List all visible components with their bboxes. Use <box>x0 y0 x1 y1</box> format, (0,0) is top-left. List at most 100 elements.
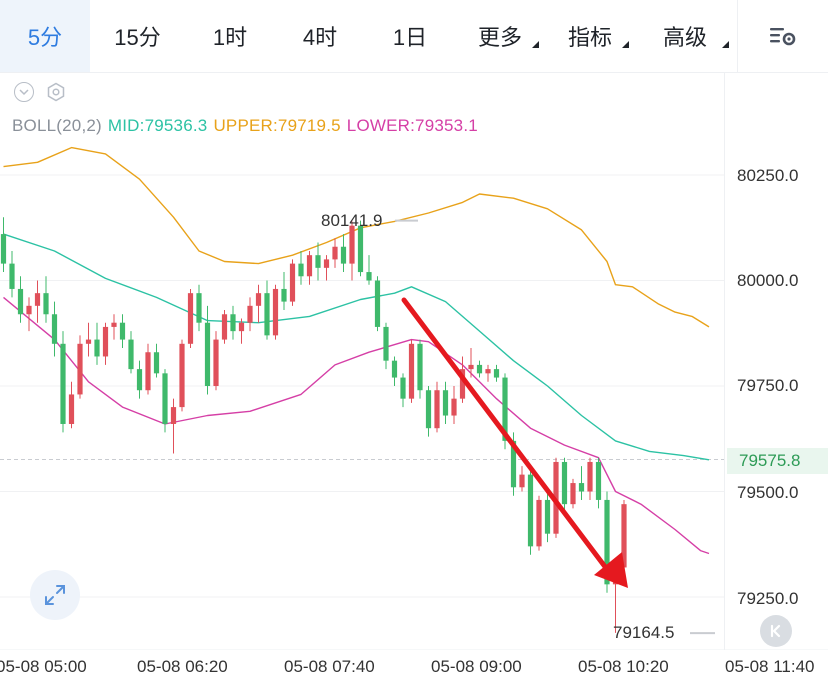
tab-timeframe[interactable]: 1时 <box>185 0 275 72</box>
tab-label: 更多 <box>477 25 522 50</box>
candle-body <box>391 360 398 378</box>
tab-label: 高级 <box>662 25 707 50</box>
time-label: 05-08 05:00 <box>0 657 87 676</box>
time-label: 05-08 11:40 <box>725 657 815 676</box>
candle-body <box>434 390 440 429</box>
candle-body <box>425 390 432 429</box>
tab-timeframe[interactable]: 指标 <box>545 0 635 72</box>
candle-body <box>51 314 58 344</box>
candle-body <box>587 461 593 492</box>
candle-body <box>34 293 41 306</box>
candle-body <box>238 322 245 332</box>
candle-body <box>306 255 313 277</box>
candle-body <box>323 259 330 268</box>
trend-arrow-head <box>594 552 628 588</box>
tab-label: 1日 <box>392 25 428 50</box>
candle-body <box>179 343 185 408</box>
price-label: 79750.0 <box>737 376 799 395</box>
boll-mid-value: MID:79536.3 <box>107 116 208 135</box>
candle-body <box>578 483 585 492</box>
time-label: 05-08 07:40 <box>284 657 375 676</box>
candle-body <box>255 293 262 306</box>
current-price-tag: 79575.8 <box>727 448 828 474</box>
candle-body <box>145 352 151 391</box>
fullscreen-button[interactable] <box>30 570 80 620</box>
tab-timeframe[interactable]: 更多 <box>455 0 545 72</box>
tab-timeframe[interactable]: 4时 <box>275 0 365 72</box>
candle-body <box>493 369 500 378</box>
dropdown-caret-icon <box>622 41 629 48</box>
scroll-to-latest-button[interactable] <box>760 615 792 647</box>
candle-body <box>400 377 406 399</box>
price-label: 79500.0 <box>737 483 799 502</box>
candle-body <box>162 373 168 424</box>
candle-body <box>264 293 270 336</box>
tab-label: 4时 <box>302 25 338 50</box>
candle-body <box>570 483 576 505</box>
chart-settings-button[interactable] <box>737 0 828 72</box>
candle-body <box>272 288 279 336</box>
tab-timeframe[interactable]: 15分 <box>90 0 185 72</box>
candle-body <box>502 377 508 441</box>
candle-body <box>187 293 194 344</box>
price-label: 80000.0 <box>737 271 799 290</box>
time-label: 05-08 06:20 <box>137 657 228 676</box>
candle-body <box>26 305 32 315</box>
boll-upper-line <box>3 146 710 328</box>
candle-body <box>204 322 211 386</box>
candle-body <box>510 440 517 488</box>
candle-body <box>451 398 457 416</box>
candle-body <box>561 461 568 505</box>
boll-mid-line <box>3 233 710 461</box>
candle-body <box>0 234 7 264</box>
boll-upper-value: UPPER:79719.5 <box>213 116 341 135</box>
candle-body <box>102 326 109 357</box>
price-label: 80250.0 <box>737 166 799 185</box>
dropdown-caret-icon <box>722 41 729 48</box>
candlestick-chart[interactable] <box>0 72 828 650</box>
candle-body <box>383 326 389 361</box>
candle-body <box>196 293 202 323</box>
tab-timeframe[interactable]: 高级 <box>635 0 735 72</box>
collapse-chevron-icon[interactable] <box>14 82 34 102</box>
trend-arrow-line <box>401 297 609 571</box>
candle-body <box>153 352 160 374</box>
candle-body <box>9 263 15 289</box>
candle-body <box>527 474 534 547</box>
tab-timeframe[interactable]: 5分 <box>0 0 90 72</box>
candle-body <box>221 314 228 340</box>
candle-body <box>595 461 602 500</box>
candle-body <box>119 322 126 340</box>
candle-body <box>213 339 219 386</box>
boll-indicator-legend: BOLL(20,2) MID:79536.3 UPPER:79719.5 LOWER:… <box>12 116 484 136</box>
candle-body <box>442 390 449 416</box>
chart-settings-icon <box>770 28 796 46</box>
price-label: 79250.0 <box>737 589 799 608</box>
candle-body <box>519 474 525 488</box>
tab-timeframe[interactable]: 1日 <box>365 0 455 72</box>
candle-body <box>136 369 143 391</box>
candle-body <box>459 369 466 399</box>
candle-body <box>332 246 338 260</box>
boll-lower-line <box>3 296 710 555</box>
candle-body <box>85 339 92 344</box>
candle-body <box>476 364 483 374</box>
tab-label: 指标 <box>567 25 612 50</box>
price-axis <box>724 72 828 650</box>
candle-body <box>68 394 75 424</box>
candle-body <box>374 280 381 327</box>
candle-body <box>468 364 474 370</box>
candle-body <box>281 288 287 302</box>
high-price-annotation: 80141.9 <box>321 211 383 230</box>
candle-body <box>544 499 551 534</box>
tab-label: 15分 <box>114 25 161 50</box>
hexagon-settings-icon[interactable] <box>46 82 66 102</box>
candle-body <box>315 255 321 268</box>
candle-body <box>408 343 415 399</box>
timeframe-tab-bar: 5分 15分 1时 4时 1日 更多 指标 高级 <box>0 0 828 73</box>
candle-body <box>366 272 372 281</box>
boll-lower-value: LOWER:79353.1 <box>346 116 478 135</box>
candle-body <box>170 407 177 424</box>
expand-arrows-icon <box>45 585 65 605</box>
candle-body <box>247 305 253 323</box>
